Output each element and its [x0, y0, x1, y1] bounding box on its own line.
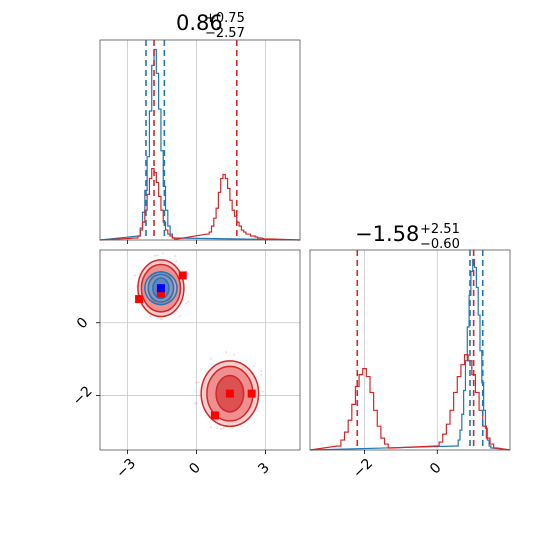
joint-sample-point — [185, 302, 187, 305]
joint-sample-point — [222, 427, 225, 430]
marginal-y-title: −1.58 — [355, 222, 419, 246]
marginal-y-histogram-series — [309, 354, 511, 451]
joint-sample-point — [225, 351, 227, 354]
joint-sample-point — [258, 386, 261, 389]
joint-sample-point — [216, 427, 218, 429]
joint-sample-point — [161, 318, 164, 320]
joint-sample-point — [175, 260, 178, 262]
joint-sample-point — [134, 274, 137, 277]
joint-sample-point — [210, 357, 212, 360]
joint-sample-point — [187, 300, 190, 303]
joint-marker — [247, 389, 256, 398]
marginal-x-frame — [99, 39, 301, 241]
joint-panel: −3 0 3 −2 0 — [70, 249, 301, 482]
marginal-y-x-tick-label: 0 — [427, 460, 445, 478]
joint-marker — [178, 271, 187, 280]
joint-sample-point — [260, 370, 263, 372]
joint-y-tick-label: 0 — [74, 315, 92, 333]
joint-sample-point — [260, 373, 263, 376]
joint-sample-point — [210, 426, 213, 429]
joint-sample-point — [195, 381, 197, 384]
marginal-y-frame — [309, 249, 511, 451]
joint-sample-point — [154, 254, 157, 257]
joint-y-tick-label: −2 — [70, 383, 96, 409]
marginal-x-title-lower: −2.57 — [205, 26, 245, 41]
joint-marker — [210, 411, 219, 420]
joint-marker — [156, 289, 165, 298]
marginal-x-histogram-series — [99, 48, 301, 241]
joint-marker — [156, 284, 165, 293]
joint-sample-point — [149, 315, 152, 318]
marginal-x-title-upper: +0.75 — [205, 11, 245, 26]
joint-sample-point — [197, 381, 200, 384]
joint-sample-point — [233, 353, 236, 356]
joint-sample-point — [194, 402, 197, 405]
marginal-x-title: 0.86 — [176, 11, 223, 35]
joint-x-tick-label: −3 — [113, 456, 139, 482]
joint-marker — [225, 389, 234, 398]
joint-sample-point — [162, 252, 164, 255]
joint-sample-point — [178, 315, 181, 318]
marginal-y-title-upper: +2.51 — [420, 222, 460, 237]
joint-sample-point — [174, 255, 177, 257]
joint-x-tick-label: 0 — [186, 460, 204, 478]
joint-sample-point — [220, 428, 223, 430]
marginal-y-title-lower: −0.60 — [420, 237, 460, 252]
joint-marker — [135, 295, 144, 304]
joint-sample-point — [159, 318, 162, 320]
marginal-y-panel: −1.58 +2.51 −0.60 −2 0 — [309, 222, 511, 482]
marginal-x-histogram-series — [99, 167, 301, 241]
joint-sample-point — [156, 254, 159, 257]
joint-frame — [99, 249, 301, 451]
marginal-y-x-tick-label: −2 — [350, 456, 376, 482]
joint-sample-point — [262, 390, 264, 393]
marginal-x-panel: 0.86 +0.75 −2.57 — [99, 11, 301, 244]
marginal-y-histogram-series — [309, 258, 511, 451]
joint-x-tick-label: 3 — [255, 460, 273, 478]
joint-sample-point — [252, 365, 255, 368]
